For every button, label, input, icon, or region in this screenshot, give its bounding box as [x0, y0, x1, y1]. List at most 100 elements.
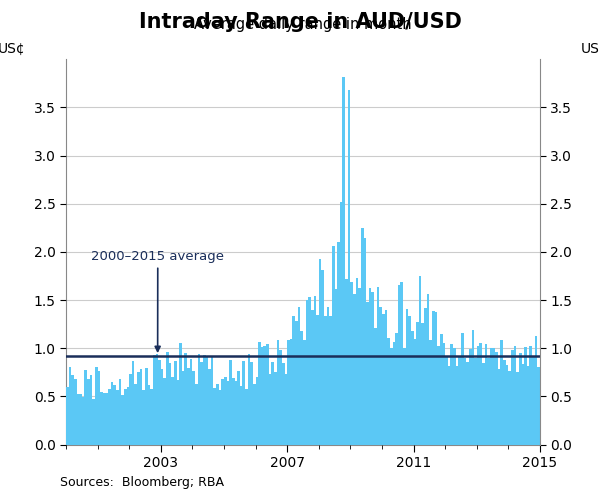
Text: Sources:  Bloomberg; RBA: Sources: Bloomberg; RBA: [60, 476, 224, 489]
Bar: [242, 361, 245, 445]
Bar: [521, 364, 524, 445]
Bar: [287, 340, 290, 445]
Bar: [409, 316, 411, 445]
Bar: [235, 381, 237, 445]
Bar: [514, 346, 516, 445]
Bar: [203, 355, 206, 445]
Bar: [193, 370, 195, 445]
Bar: [516, 371, 519, 445]
Bar: [221, 379, 224, 445]
Bar: [184, 353, 187, 445]
Bar: [174, 361, 176, 445]
Bar: [411, 331, 413, 445]
Bar: [206, 357, 208, 445]
Bar: [498, 369, 500, 445]
Bar: [263, 346, 266, 445]
Text: US¢: US¢: [580, 41, 600, 55]
Bar: [179, 342, 182, 445]
Bar: [82, 397, 85, 445]
Bar: [469, 349, 472, 445]
Bar: [387, 338, 390, 445]
Bar: [434, 312, 437, 445]
Bar: [103, 393, 106, 445]
Bar: [485, 344, 487, 445]
Bar: [490, 348, 493, 445]
Bar: [430, 340, 432, 445]
Bar: [85, 370, 87, 445]
Bar: [303, 340, 305, 445]
Bar: [456, 366, 458, 445]
Bar: [374, 328, 377, 445]
Bar: [124, 389, 127, 445]
Bar: [261, 346, 263, 445]
Bar: [472, 329, 474, 445]
Bar: [258, 342, 261, 445]
Bar: [443, 343, 445, 445]
Bar: [416, 322, 419, 445]
Bar: [158, 361, 161, 445]
Bar: [421, 324, 424, 445]
Bar: [298, 307, 301, 445]
Bar: [503, 360, 506, 445]
Bar: [487, 358, 490, 445]
Bar: [511, 350, 514, 445]
Bar: [453, 348, 456, 445]
Bar: [237, 370, 240, 445]
Bar: [403, 348, 406, 445]
Bar: [379, 307, 382, 445]
Bar: [337, 243, 340, 445]
Bar: [326, 307, 329, 445]
Bar: [137, 372, 140, 445]
Bar: [163, 378, 166, 445]
Bar: [282, 363, 284, 445]
Bar: [129, 374, 132, 445]
Bar: [89, 375, 92, 445]
Bar: [432, 311, 434, 445]
Bar: [224, 376, 227, 445]
Bar: [353, 294, 356, 445]
Bar: [71, 374, 74, 445]
Bar: [214, 388, 216, 445]
Bar: [68, 367, 71, 445]
Bar: [308, 297, 311, 445]
Bar: [87, 379, 89, 445]
Bar: [142, 390, 145, 445]
Bar: [345, 279, 348, 445]
Bar: [343, 77, 345, 445]
Bar: [474, 358, 477, 445]
Bar: [271, 362, 274, 445]
Bar: [506, 365, 508, 445]
Bar: [190, 360, 193, 445]
Bar: [176, 380, 179, 445]
Bar: [116, 389, 119, 445]
Bar: [134, 384, 137, 445]
Bar: [535, 336, 538, 445]
Bar: [335, 288, 337, 445]
Bar: [329, 316, 332, 445]
Bar: [200, 362, 203, 445]
Bar: [169, 363, 172, 445]
Bar: [356, 278, 358, 445]
Bar: [366, 302, 369, 445]
Bar: [419, 276, 421, 445]
Bar: [119, 379, 121, 445]
Bar: [361, 228, 364, 445]
Bar: [364, 238, 366, 445]
Bar: [266, 344, 269, 445]
Bar: [413, 339, 416, 445]
Bar: [211, 356, 214, 445]
Bar: [437, 346, 440, 445]
Bar: [493, 348, 495, 445]
Bar: [108, 389, 111, 445]
Bar: [66, 387, 68, 445]
Bar: [464, 358, 466, 445]
Bar: [369, 288, 371, 445]
Bar: [250, 362, 253, 445]
Bar: [197, 354, 200, 445]
Bar: [182, 371, 184, 445]
Bar: [358, 288, 361, 445]
Text: Intraday Range in AUD/USD: Intraday Range in AUD/USD: [139, 12, 461, 32]
Bar: [256, 377, 258, 445]
Bar: [382, 314, 385, 445]
Bar: [448, 366, 451, 445]
